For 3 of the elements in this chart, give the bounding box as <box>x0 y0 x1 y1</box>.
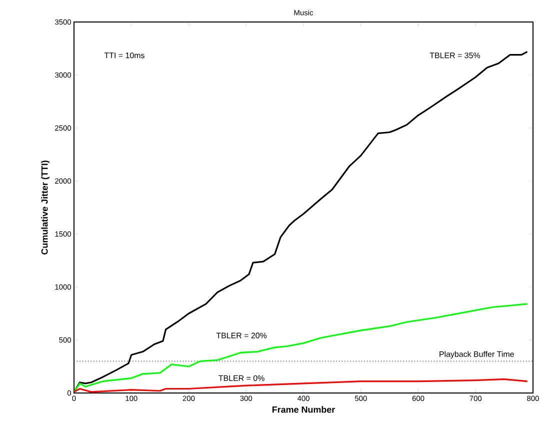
line-series <box>74 303 528 393</box>
y-axis-title: Cumulative Jitter (TTI) <box>41 160 50 254</box>
x-axis-title: Frame Number <box>272 406 335 413</box>
